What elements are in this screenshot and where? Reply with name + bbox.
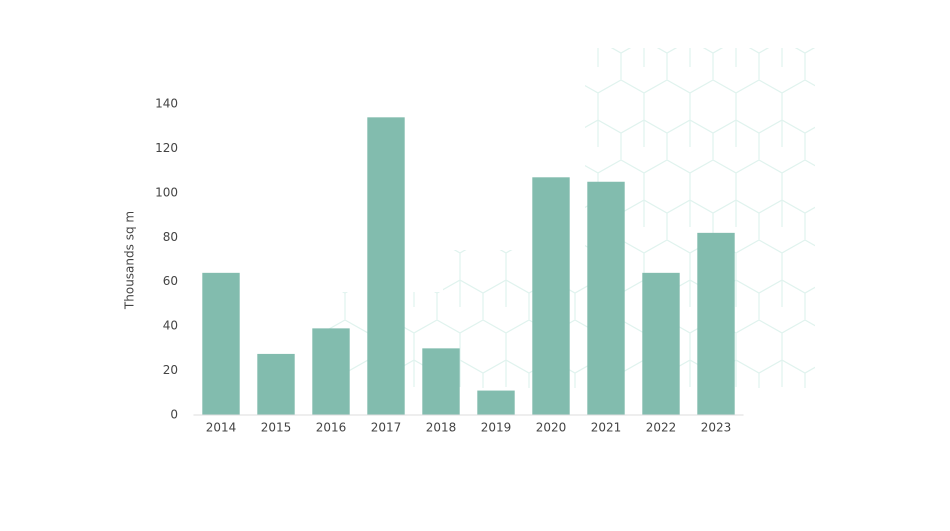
bar <box>202 272 240 415</box>
x-tick-label: 2022 <box>646 421 677 435</box>
y-tick-label: 140 <box>155 97 178 111</box>
x-tick-label: 2023 <box>701 421 732 435</box>
y-tick-label: 40 <box>163 319 178 333</box>
y-tick-label: 0 <box>170 408 178 422</box>
x-tick-label: 2014 <box>206 421 237 435</box>
bar <box>367 117 405 415</box>
x-tick-label: 2019 <box>481 421 512 435</box>
bar <box>697 232 735 415</box>
x-tick-label: 2015 <box>261 421 292 435</box>
bar <box>642 272 680 415</box>
bar <box>587 181 625 415</box>
y-tick-label: 80 <box>163 230 178 244</box>
x-tick-label: 2017 <box>371 421 402 435</box>
bar <box>477 390 515 415</box>
y-tick-label: 60 <box>163 274 178 288</box>
bar <box>257 353 295 415</box>
y-tick-label: 100 <box>155 185 178 199</box>
bar <box>312 328 350 415</box>
bar <box>422 348 460 415</box>
x-tick-label: 2021 <box>591 421 622 435</box>
y-tick-label: 20 <box>163 363 178 377</box>
x-tick-label: 2018 <box>426 421 457 435</box>
y-axis-label: Thousands sq m <box>123 211 137 310</box>
x-tick-label: 2016 <box>316 421 347 435</box>
x-tick-label: 2020 <box>536 421 567 435</box>
y-tick-label: 120 <box>155 141 178 155</box>
bar <box>532 177 570 415</box>
